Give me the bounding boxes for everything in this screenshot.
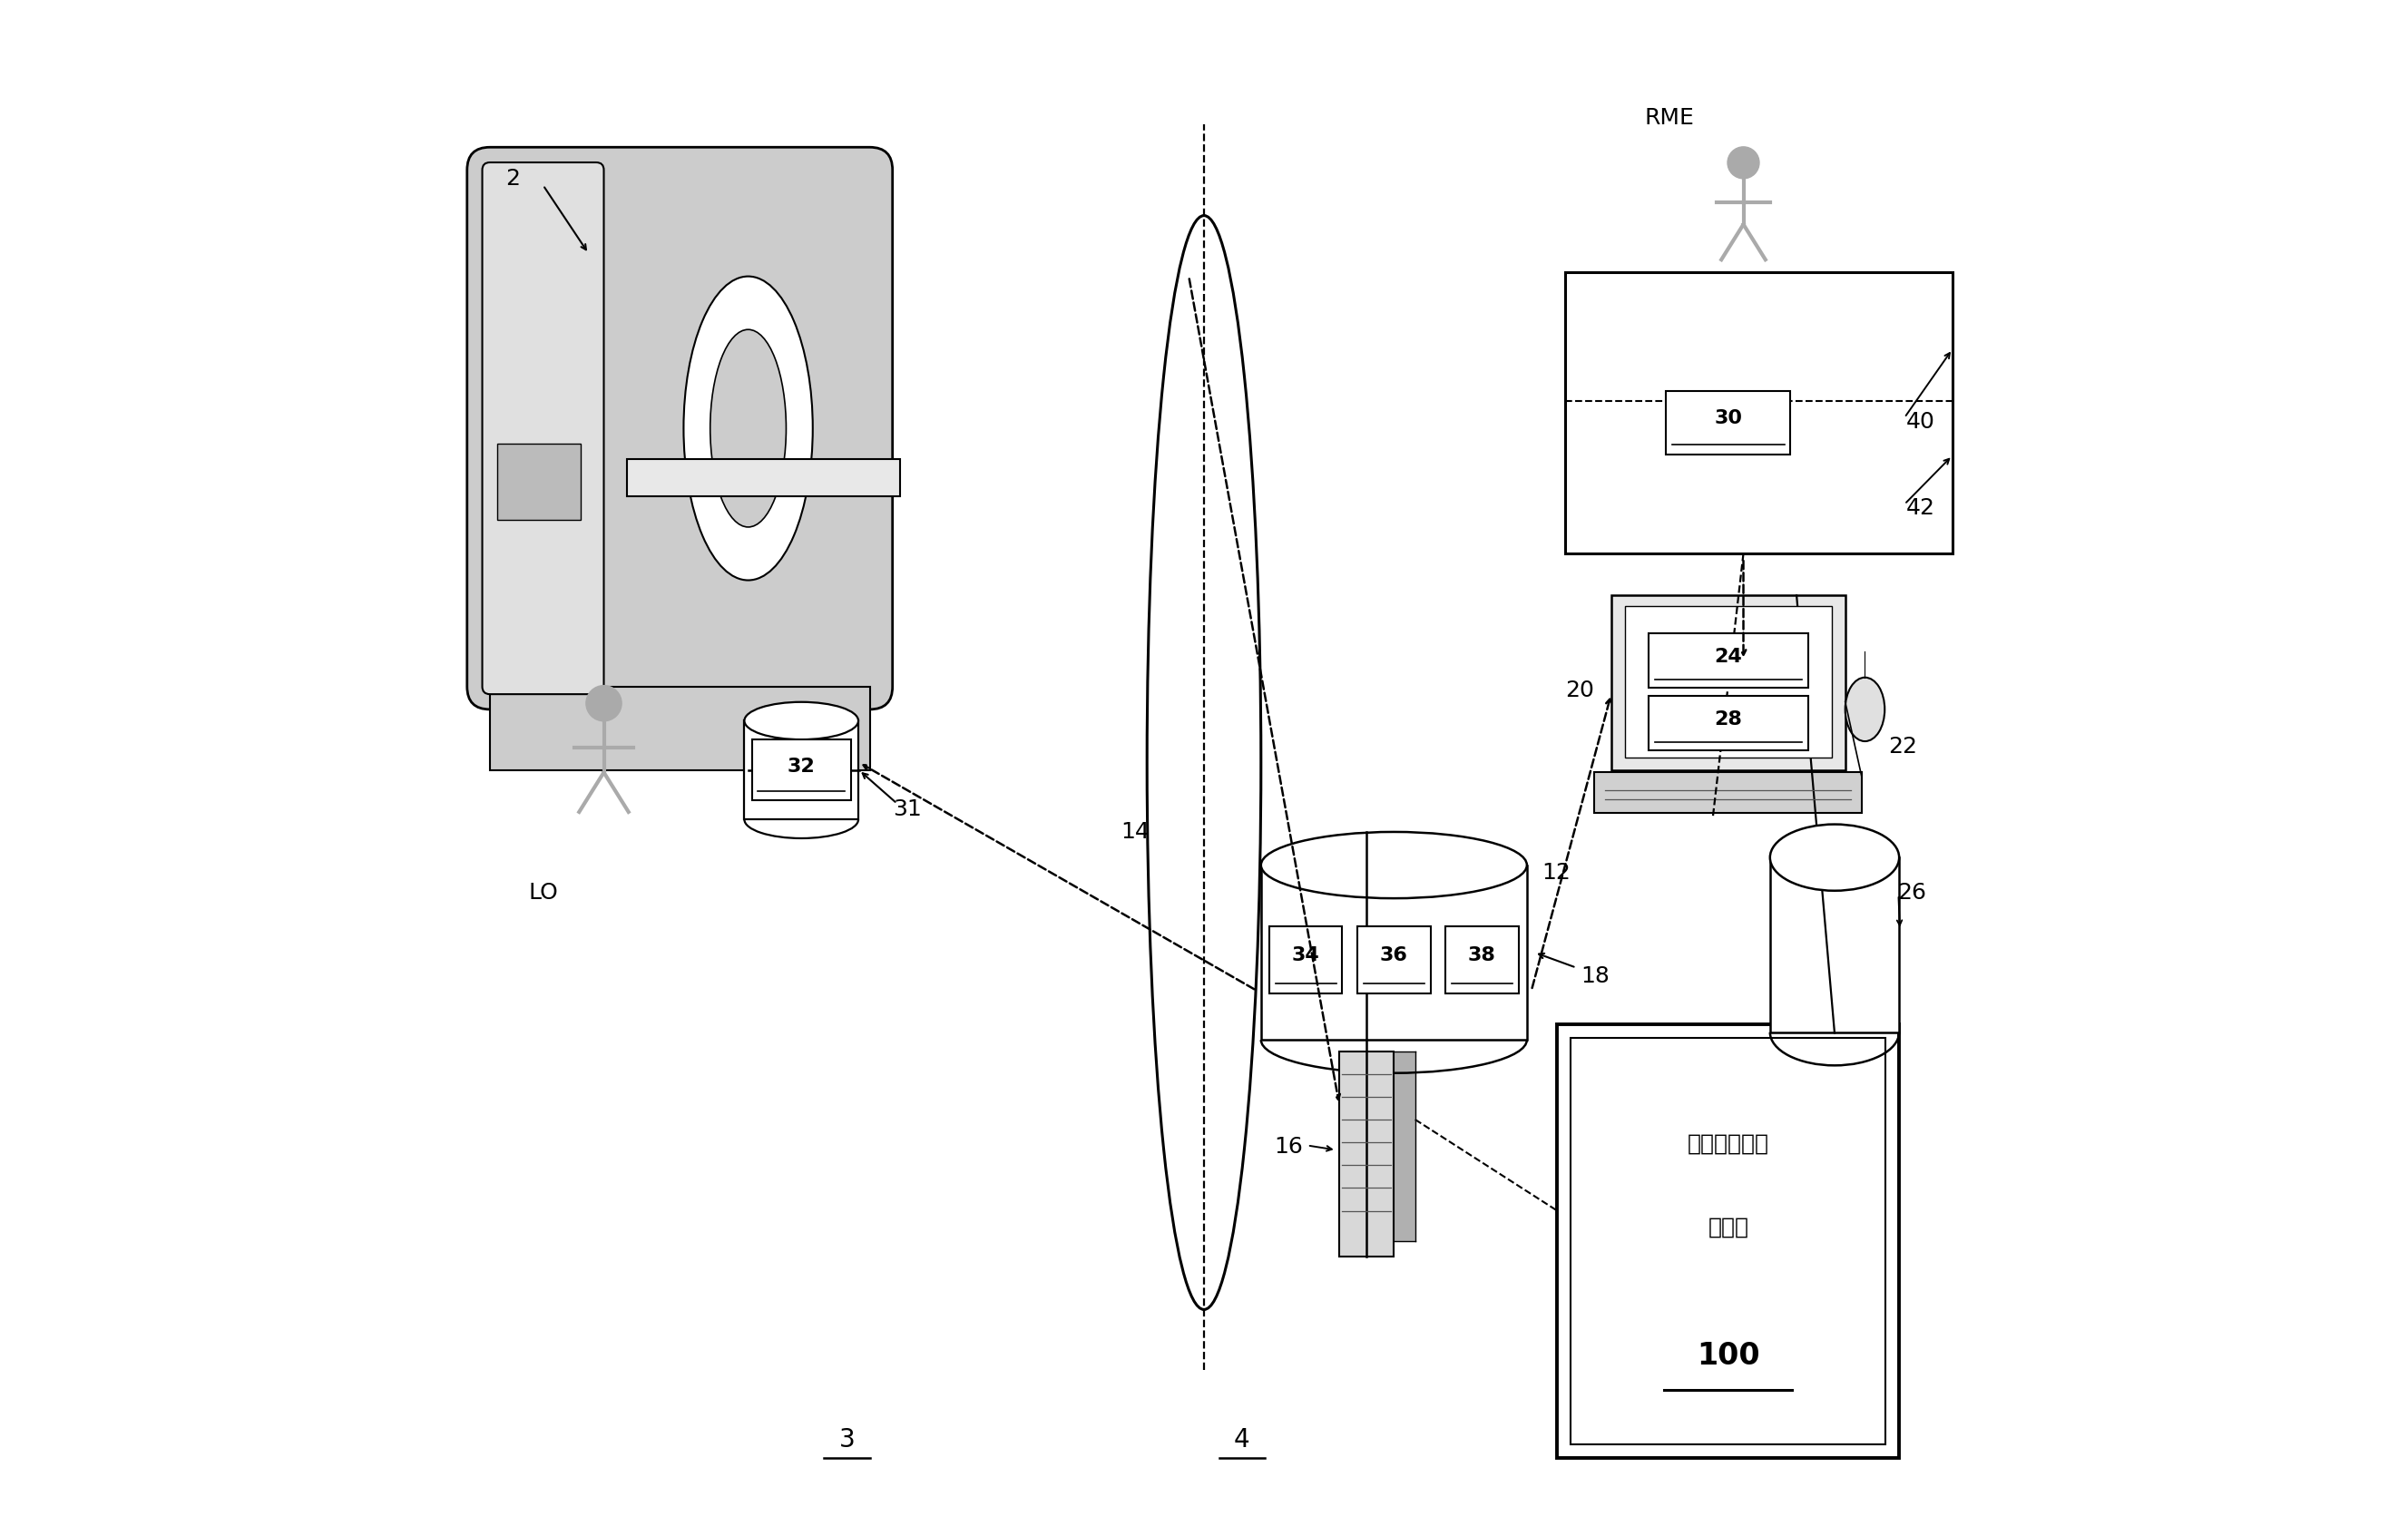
Bar — [1649, 633, 1808, 688]
Bar — [1339, 1051, 1394, 1256]
Text: 12: 12 — [1541, 862, 1570, 884]
Text: 24: 24 — [1714, 649, 1741, 665]
Bar — [1611, 597, 1845, 771]
Ellipse shape — [1770, 824, 1900, 891]
Bar — [1445, 926, 1519, 993]
Bar — [751, 740, 850, 801]
Text: 30: 30 — [1714, 409, 1743, 427]
Bar — [1666, 391, 1792, 455]
Text: 16: 16 — [1274, 1135, 1303, 1157]
Text: 34: 34 — [1291, 946, 1320, 964]
Text: 26: 26 — [1898, 881, 1926, 903]
Bar — [1269, 926, 1341, 993]
Ellipse shape — [1845, 678, 1885, 742]
Bar — [1565, 273, 1953, 554]
Bar — [1394, 1051, 1416, 1241]
Text: 28: 28 — [1714, 710, 1743, 728]
Text: 列表生成方法: 列表生成方法 — [1688, 1132, 1770, 1154]
Bar — [1770, 858, 1900, 1033]
Text: 42: 42 — [1907, 497, 1936, 519]
Text: 22: 22 — [1888, 736, 1917, 757]
Bar — [1570, 1039, 1885, 1444]
Ellipse shape — [684, 278, 814, 581]
Bar — [1558, 1025, 1900, 1457]
Bar — [1262, 865, 1527, 1041]
Text: 40: 40 — [1907, 410, 1936, 432]
Circle shape — [1727, 148, 1760, 180]
Text: 100: 100 — [1698, 1340, 1760, 1370]
Text: LO: LO — [527, 881, 559, 903]
Text: RME: RME — [1645, 107, 1693, 128]
Bar — [626, 459, 901, 497]
Bar — [1625, 607, 1832, 758]
Bar — [1358, 926, 1430, 993]
Text: 32: 32 — [787, 757, 816, 775]
Bar — [1594, 772, 1861, 813]
Text: 4: 4 — [1233, 1425, 1250, 1451]
Text: 2: 2 — [506, 168, 520, 189]
Text: 36: 36 — [1380, 946, 1409, 964]
Ellipse shape — [1262, 832, 1527, 899]
Circle shape — [585, 687, 621, 722]
FancyBboxPatch shape — [467, 148, 893, 710]
Ellipse shape — [744, 702, 857, 740]
Text: 或过程: 或过程 — [1707, 1215, 1748, 1238]
Bar — [744, 722, 857, 819]
Text: 20: 20 — [1565, 679, 1594, 700]
Bar — [1649, 696, 1808, 751]
Ellipse shape — [710, 330, 785, 528]
Bar — [489, 687, 869, 771]
Text: 38: 38 — [1469, 946, 1495, 964]
Text: 18: 18 — [1580, 964, 1609, 986]
FancyBboxPatch shape — [482, 163, 604, 694]
Text: 14: 14 — [1122, 821, 1151, 842]
Text: 31: 31 — [893, 798, 922, 819]
Text: 3: 3 — [838, 1425, 855, 1451]
Bar — [498, 444, 580, 520]
